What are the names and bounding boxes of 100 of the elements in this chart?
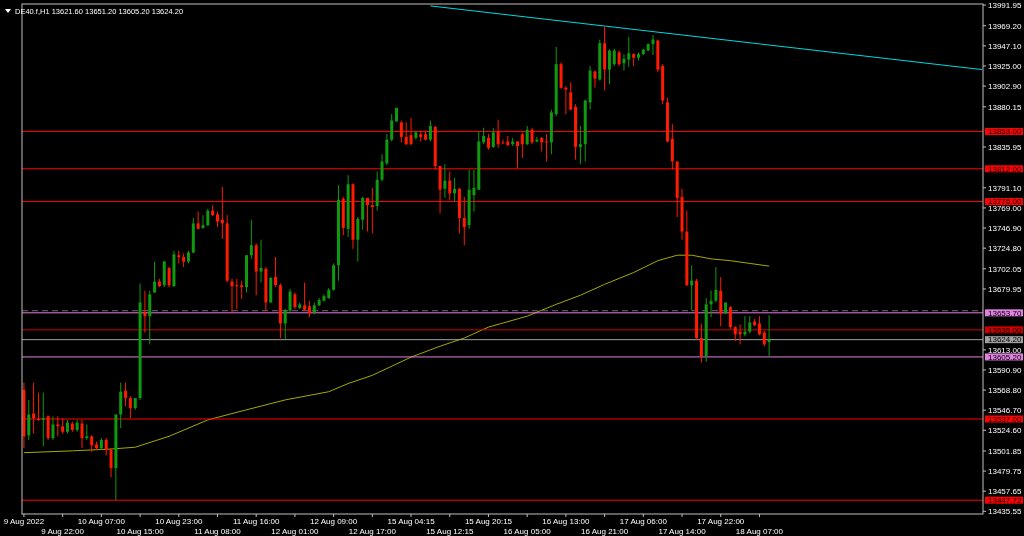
- candlestick: [80, 419, 84, 449]
- ref-line-label: 13624.20: [988, 335, 1022, 345]
- x-tick-label: 18 Aug 07:00: [735, 527, 784, 536]
- candlestick: [448, 171, 452, 201]
- ref-line-label: 13447.72: [988, 496, 1022, 506]
- ref-line-label: 13853.00: [988, 127, 1022, 137]
- candlestick: [36, 392, 40, 422]
- x-tick-label: 12 Aug 09:00: [310, 517, 358, 526]
- ref-line-label: 13537.00: [988, 414, 1022, 424]
- y-tick-label: 13457.65: [988, 487, 1022, 497]
- candlestick: [525, 125, 529, 146]
- candlestick: [438, 165, 442, 214]
- x-tick-label: 11 Aug 16:00: [232, 517, 281, 526]
- x-tick-label: 15 Aug 20:15: [464, 517, 513, 526]
- y-tick-label: 13769.00: [988, 203, 1022, 213]
- candlestick: [56, 415, 60, 437]
- candlestick: [607, 49, 611, 85]
- y-tick-label: 13925.00: [988, 61, 1022, 71]
- candlestick: [728, 305, 732, 330]
- y-tick-label: 13613.00: [988, 345, 1022, 355]
- candlestick: [51, 415, 55, 441]
- ref-line-label: 13812.00: [988, 164, 1022, 174]
- candlestick: [283, 308, 287, 340]
- candlestick: [569, 81, 573, 112]
- y-tick-label: 13568.80: [988, 385, 1022, 395]
- candlestick: [719, 276, 723, 327]
- x-tick-label: 9 Aug 22:00: [41, 527, 85, 536]
- x-tick-label: 16 Aug 21:00: [581, 527, 629, 536]
- x-tick-label: 12 Aug 01:00: [271, 527, 320, 536]
- candlestick: [516, 140, 519, 169]
- candlestick: [491, 127, 495, 149]
- candlestick: [564, 85, 568, 115]
- candlestick: [128, 395, 132, 419]
- candlestick: [366, 197, 369, 233]
- candlestick: [109, 447, 113, 478]
- candlestick: [124, 382, 128, 407]
- candlestick: [496, 119, 500, 149]
- candlestick: [699, 322, 703, 364]
- y-tick-label: 13880.15: [988, 102, 1022, 112]
- candlestick: [274, 256, 278, 288]
- candlestick: [462, 196, 466, 246]
- y-tick-label: 13902.90: [988, 81, 1022, 91]
- candlestick: [27, 399, 31, 441]
- candlestick: [119, 382, 123, 429]
- candlestick: [235, 278, 239, 310]
- y-tick-label: 13679.95: [988, 284, 1022, 294]
- candlestick: [196, 211, 200, 230]
- x-tick-label: 10 Aug 07:00: [77, 517, 126, 526]
- candlestick: [520, 131, 524, 159]
- candlestick: [593, 70, 597, 89]
- candlestick: [390, 113, 394, 142]
- candlestick: [578, 125, 582, 165]
- candlestick: [46, 414, 50, 441]
- candlestick: [167, 266, 171, 288]
- candlestick: [404, 121, 408, 146]
- x-tick-label: 16 Aug 13:00: [542, 517, 591, 526]
- candlestick: [85, 423, 89, 441]
- y-tick-label: 13791.10: [988, 183, 1022, 193]
- x-tick-label: 15 Aug 12:15: [426, 527, 474, 536]
- x-tick-label: 16 Aug 05:00: [503, 527, 552, 536]
- candlestick: [559, 61, 563, 90]
- x-tick-label: 17 Aug 22:00: [697, 517, 745, 526]
- candlestick: [428, 120, 432, 142]
- x-tick-label: 17 Aug 14:00: [658, 527, 707, 536]
- x-tick-label: 9 Aug 2022: [3, 517, 45, 526]
- x-tick-label: 10 Aug 23:00: [155, 517, 203, 526]
- y-tick-label: 13947.10: [988, 41, 1022, 51]
- y-tick-label: 13524.60: [988, 426, 1022, 436]
- candlestick: [41, 392, 45, 447]
- y-tick-label: 13969.20: [988, 21, 1022, 31]
- candlestick: [288, 288, 292, 314]
- x-tick-label: 11 Aug 08:00: [194, 527, 242, 536]
- x-tick-label: 12 Aug 17:00: [348, 527, 397, 536]
- y-tick-label: 13546.70: [988, 405, 1022, 415]
- y-tick-label: 13991.95: [988, 0, 1022, 10]
- candlestick: [240, 280, 244, 300]
- y-tick-label: 13746.90: [988, 223, 1022, 233]
- x-tick-label: 15 Aug 04:15: [387, 517, 436, 526]
- y-tick-label: 13724.80: [988, 243, 1022, 253]
- candlestick: [409, 117, 413, 146]
- x-tick-label: 10 Aug 15:00: [116, 527, 165, 536]
- y-tick-label: 13702.05: [988, 264, 1022, 274]
- candlestick: [303, 282, 307, 312]
- candlestick: [249, 219, 253, 260]
- ref-line-label: 13605.20: [988, 352, 1022, 362]
- candlestick: [443, 163, 447, 199]
- candlestick: [757, 315, 761, 336]
- candlestick: [370, 187, 374, 234]
- y-tick-label: 13435.55: [988, 507, 1022, 517]
- y-tick-label: 13479.75: [988, 466, 1022, 476]
- candlestick: [670, 123, 674, 171]
- candlestick: [627, 36, 631, 68]
- candlestick: [201, 214, 205, 230]
- ref-line-label: 13653.70: [988, 308, 1022, 318]
- y-tick-label: 13501.85: [988, 446, 1022, 456]
- candlestick: [399, 120, 403, 143]
- candlestick: [153, 261, 157, 294]
- ref-line-label: 13635.00: [988, 325, 1022, 335]
- y-tick-label: 13590.90: [988, 365, 1022, 375]
- candlestick: [259, 239, 263, 284]
